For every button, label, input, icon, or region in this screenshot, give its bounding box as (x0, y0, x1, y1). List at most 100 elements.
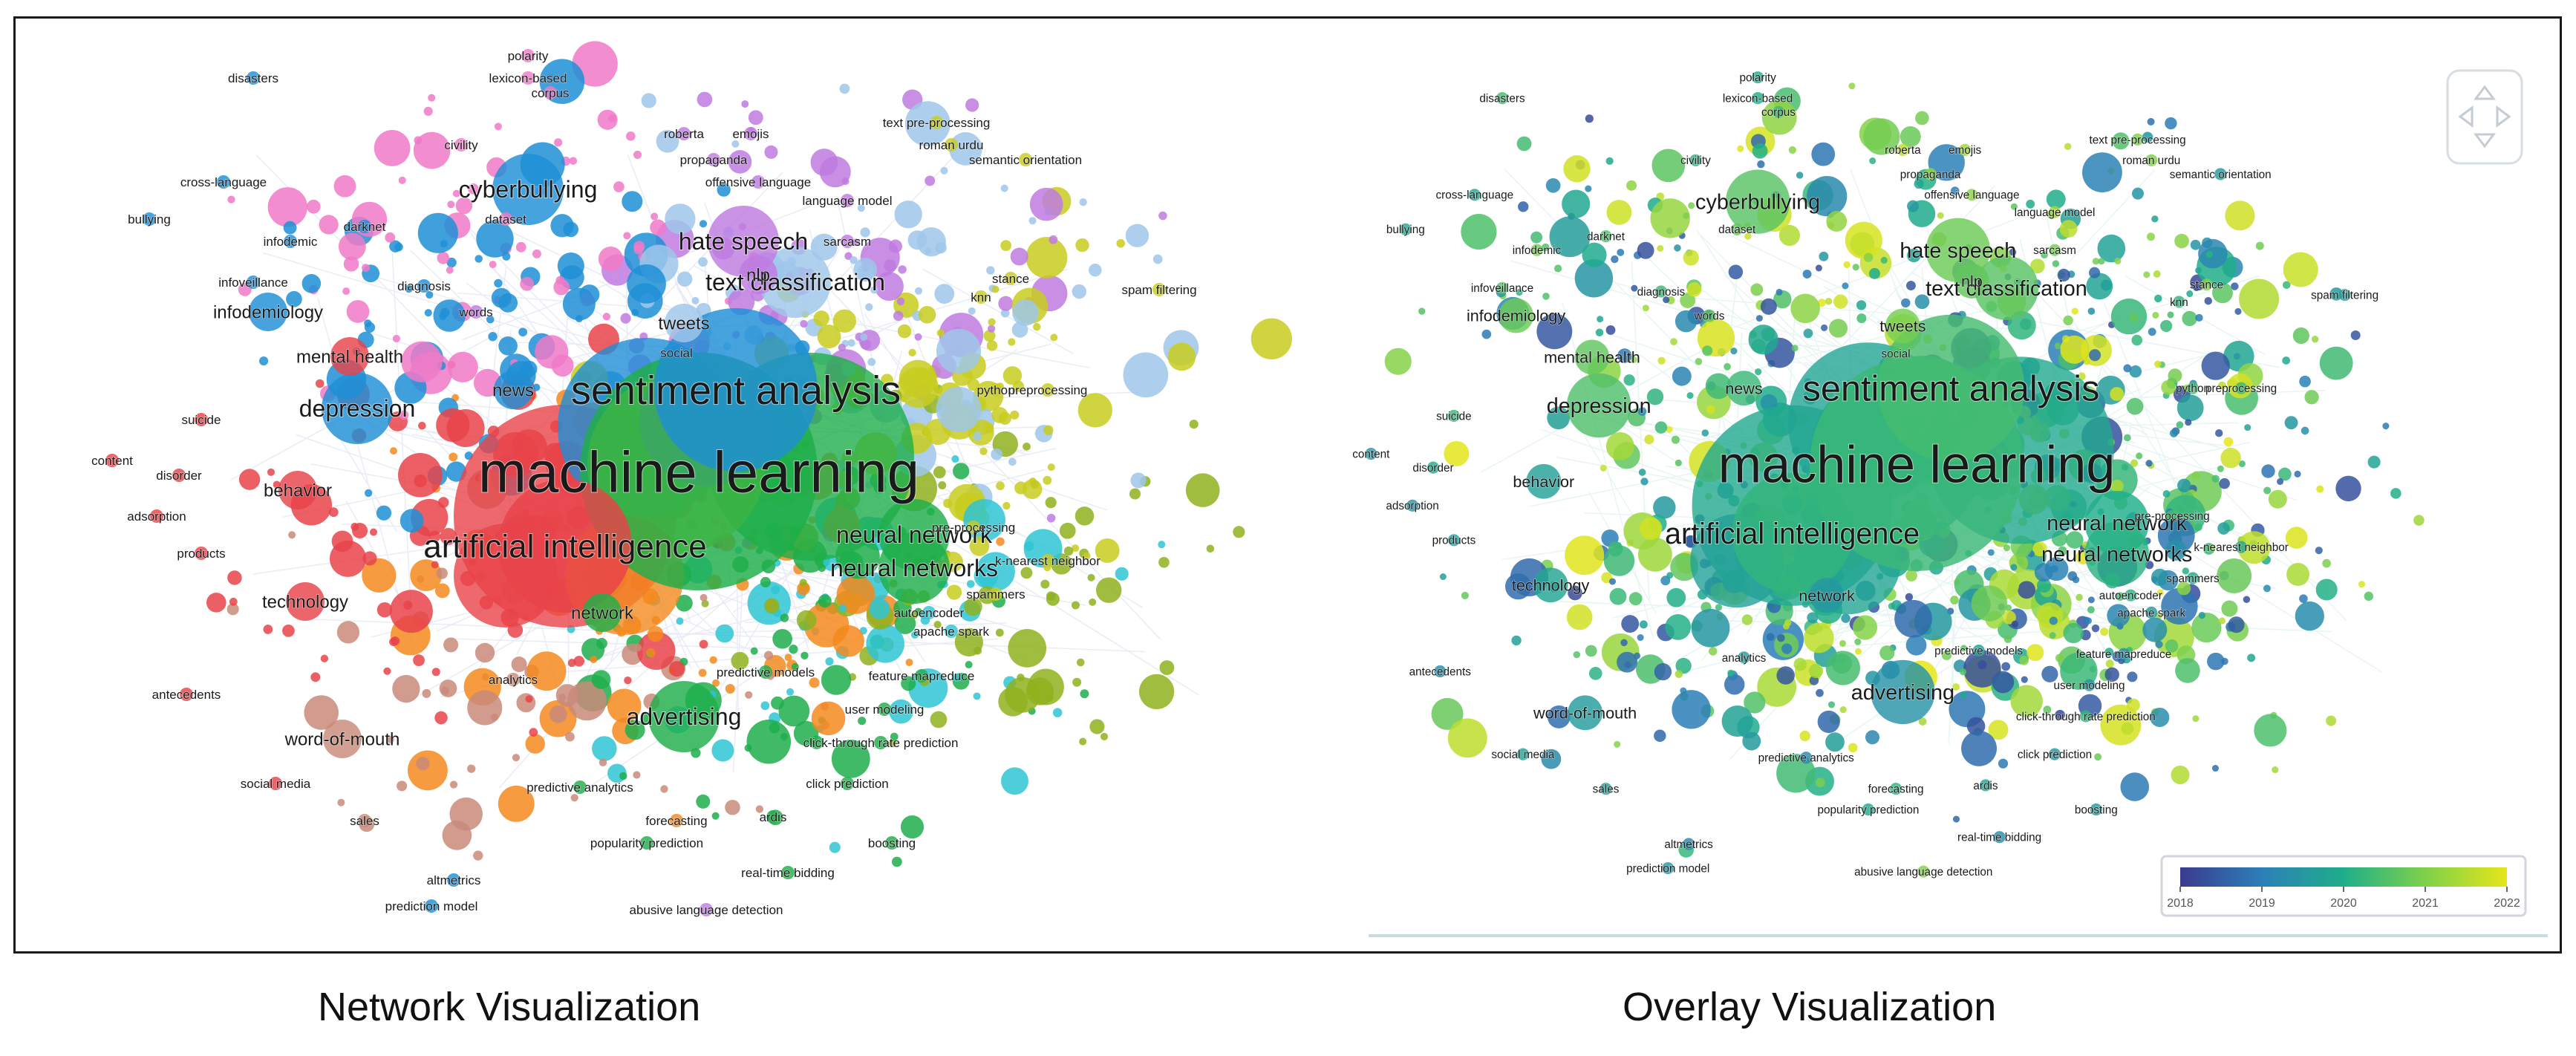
keyword-node (613, 181, 625, 192)
keyword-node (2162, 489, 2171, 498)
keyword-node (1856, 300, 1867, 310)
keyword-node (362, 264, 371, 273)
keyword-node (800, 651, 809, 660)
keyword-node (1574, 259, 1614, 298)
keyword-node (2010, 203, 2018, 210)
keyword-node (2087, 307, 2096, 315)
term-node (573, 780, 587, 794)
term-node (1959, 143, 1972, 156)
keyword-node (2165, 117, 2177, 130)
keyword-node (259, 356, 269, 366)
term-label: cyberbullying (459, 176, 598, 203)
keyword-node (557, 252, 584, 280)
term-label: offensive language (1924, 189, 2019, 202)
term-label: popularity prediction (590, 836, 703, 850)
keyword-node (369, 528, 378, 536)
keyword-node (446, 266, 454, 274)
keyword-node (440, 528, 457, 545)
keyword-node (1674, 244, 1681, 252)
keyword-node (599, 758, 607, 766)
keyword-node (1536, 313, 1573, 350)
pan-left-icon[interactable] (2458, 105, 2474, 128)
keyword-node (760, 701, 770, 711)
keyword-node (2100, 704, 2142, 746)
keyword-node (1125, 224, 1150, 247)
term-node (878, 703, 891, 716)
keyword-node (1075, 506, 1095, 526)
keyword-node (328, 507, 339, 518)
keyword-node (1046, 592, 1060, 606)
keyword-node (554, 138, 563, 147)
navigation-panel[interactable] (2446, 69, 2523, 165)
term-node (2200, 278, 2213, 291)
keyword-node (2105, 659, 2114, 668)
keyword-node (2063, 315, 2073, 326)
keyword-node (1755, 368, 1762, 376)
keyword-node (2220, 447, 2241, 469)
term-label: technology (262, 592, 348, 612)
keyword-node (1907, 200, 1920, 212)
term-node (1800, 752, 1813, 764)
keyword-node (1008, 629, 1047, 668)
keyword-node (491, 287, 512, 308)
term-label: machine learning (478, 439, 919, 504)
pan-right-icon[interactable] (2496, 105, 2511, 128)
keyword-node (2123, 364, 2132, 373)
term-node (1979, 779, 1992, 792)
keyword-node (916, 227, 946, 257)
keyword-node (2228, 616, 2245, 633)
keyword-node (2052, 260, 2060, 267)
term-label: text classification (705, 269, 885, 296)
pan-down-icon[interactable] (2474, 133, 2496, 149)
keyword-node (1595, 328, 1604, 337)
keyword-node (306, 199, 321, 214)
keyword-node (784, 654, 792, 662)
keyword-node (1721, 705, 1753, 737)
keyword-node (2322, 558, 2331, 568)
term-label: real-time bidding (741, 866, 835, 880)
keyword-node (953, 673, 962, 682)
keyword-node (1020, 567, 1033, 579)
keyword-node (1597, 316, 1604, 323)
keyword-node (1138, 674, 1175, 710)
keyword-node (998, 296, 1014, 311)
term-label: civility (1680, 154, 1711, 167)
keyword-node (1431, 697, 1464, 730)
term-label: click-through rate prediction (2016, 711, 2156, 723)
keyword-node (1565, 535, 1605, 576)
keyword-node (2191, 612, 2222, 643)
keyword-node (933, 466, 946, 479)
keyword-node (1821, 324, 1828, 331)
term-label: altmetrics (1664, 838, 1713, 851)
keyword-node (1608, 578, 1616, 585)
keyword-node (637, 631, 676, 671)
term-node (498, 479, 632, 613)
keyword-node (763, 651, 774, 660)
term-node (172, 469, 186, 482)
keyword-node (468, 183, 479, 195)
keyword-node (741, 100, 749, 108)
keyword-node (2003, 635, 2012, 643)
link-line (391, 252, 412, 618)
term-label: cyberbullying (1695, 191, 1820, 215)
term-label: social (1882, 348, 1911, 361)
keyword-node (1657, 356, 1666, 365)
keyword-node (1748, 325, 1778, 355)
pan-up-icon[interactable] (2474, 85, 2496, 100)
keyword-node (1089, 263, 1102, 277)
keyword-node (668, 661, 685, 677)
term-node (989, 587, 1002, 601)
keyword-node (1937, 212, 1944, 219)
keyword-node (1585, 645, 1597, 657)
keyword-node (1059, 522, 1076, 539)
keyword-node (532, 383, 541, 391)
keyword-node (2223, 437, 2234, 447)
term-label: disorder (1412, 462, 1453, 475)
keyword-node (1802, 270, 1812, 279)
zoom-navigation-control[interactable] (2446, 69, 2523, 165)
overlay-term-labels: machine learning sentiment analysis artifi… (1352, 71, 2379, 879)
keyword-node (1631, 284, 1638, 292)
keyword-node (2156, 589, 2164, 596)
keyword-node (1611, 255, 1619, 264)
term-node (751, 175, 765, 189)
